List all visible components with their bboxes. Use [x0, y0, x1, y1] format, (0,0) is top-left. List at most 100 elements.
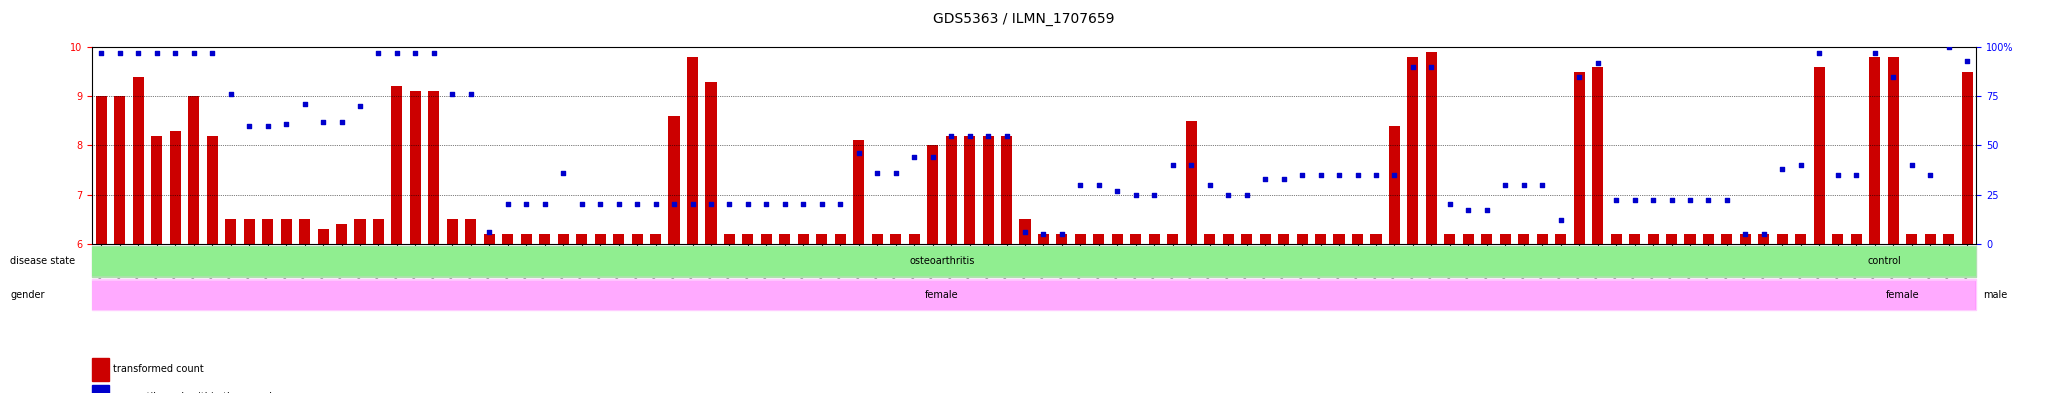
- Bar: [723, 234, 735, 244]
- Point: [1102, 187, 1135, 194]
- Point: [1231, 191, 1264, 198]
- Point: [971, 132, 1004, 139]
- Point: [1821, 172, 1853, 178]
- Point: [1673, 197, 1706, 204]
- Point: [805, 201, 838, 208]
- Bar: [446, 219, 459, 244]
- Bar: [854, 140, 864, 244]
- Bar: [1925, 234, 1935, 244]
- Bar: [1573, 72, 1585, 244]
- Point: [1378, 172, 1411, 178]
- Bar: [1352, 234, 1364, 244]
- Bar: [152, 136, 162, 244]
- Point: [1176, 162, 1208, 168]
- Point: [1397, 64, 1430, 70]
- Point: [1710, 197, 1743, 204]
- Point: [1894, 162, 1927, 168]
- Point: [1028, 231, 1061, 237]
- Bar: [1333, 234, 1346, 244]
- Point: [823, 201, 856, 208]
- Bar: [1796, 234, 1806, 244]
- Bar: [188, 96, 199, 244]
- Point: [1802, 50, 1835, 56]
- Point: [289, 101, 322, 107]
- Point: [381, 50, 414, 56]
- Bar: [317, 229, 328, 244]
- Bar: [891, 234, 901, 244]
- Point: [1599, 197, 1632, 204]
- Point: [399, 50, 432, 56]
- Point: [233, 123, 266, 129]
- Point: [1636, 197, 1669, 204]
- Bar: [780, 234, 791, 244]
- Bar: [1704, 234, 1714, 244]
- Bar: [1444, 234, 1456, 244]
- Bar: [1722, 234, 1733, 244]
- Point: [307, 119, 340, 125]
- Bar: [668, 116, 680, 244]
- Point: [786, 201, 819, 208]
- Bar: [1167, 234, 1178, 244]
- Bar: [557, 234, 569, 244]
- Bar: [612, 234, 625, 244]
- Bar: [872, 234, 883, 244]
- Bar: [502, 234, 514, 244]
- Point: [1194, 182, 1227, 188]
- Bar: [1554, 234, 1567, 244]
- Point: [1913, 172, 1946, 178]
- Bar: [281, 219, 291, 244]
- Point: [344, 103, 377, 109]
- Point: [270, 121, 303, 127]
- Point: [1434, 201, 1466, 208]
- Point: [1286, 172, 1319, 178]
- Point: [1212, 191, 1245, 198]
- Bar: [336, 224, 346, 244]
- Point: [123, 50, 156, 56]
- Point: [860, 170, 893, 176]
- Point: [1305, 172, 1337, 178]
- Bar: [354, 219, 365, 244]
- Bar: [705, 82, 717, 244]
- Bar: [1888, 57, 1898, 244]
- Point: [1655, 197, 1688, 204]
- Text: female: female: [926, 290, 958, 300]
- Bar: [762, 234, 772, 244]
- Text: male: male: [1982, 290, 2007, 300]
- Point: [1950, 58, 1982, 64]
- Point: [1858, 50, 1890, 56]
- Bar: [1075, 234, 1085, 244]
- Point: [952, 132, 985, 139]
- Bar: [1130, 234, 1141, 244]
- Bar: [1851, 234, 1862, 244]
- Bar: [373, 219, 385, 244]
- Point: [252, 123, 285, 129]
- Point: [1839, 172, 1872, 178]
- Bar: [1815, 67, 1825, 244]
- Bar: [1741, 234, 1751, 244]
- Point: [1083, 182, 1116, 188]
- Point: [1120, 191, 1153, 198]
- Bar: [1186, 121, 1196, 244]
- Bar: [207, 136, 217, 244]
- Point: [1452, 207, 1485, 213]
- Bar: [1094, 234, 1104, 244]
- Bar: [1001, 136, 1012, 244]
- Bar: [1647, 234, 1659, 244]
- Text: female: female: [1886, 290, 1919, 300]
- Bar: [1389, 126, 1401, 244]
- Bar: [946, 136, 956, 244]
- Bar: [483, 234, 496, 244]
- Point: [1784, 162, 1817, 168]
- Bar: [1792, 281, 2013, 309]
- Bar: [299, 219, 309, 244]
- Point: [86, 50, 119, 56]
- Text: disease state: disease state: [10, 256, 76, 266]
- Bar: [1462, 234, 1475, 244]
- Bar: [1481, 234, 1493, 244]
- Bar: [1499, 234, 1511, 244]
- Point: [768, 201, 801, 208]
- Point: [455, 91, 487, 97]
- Bar: [1407, 57, 1419, 244]
- Point: [510, 201, 543, 208]
- Bar: [1778, 234, 1788, 244]
